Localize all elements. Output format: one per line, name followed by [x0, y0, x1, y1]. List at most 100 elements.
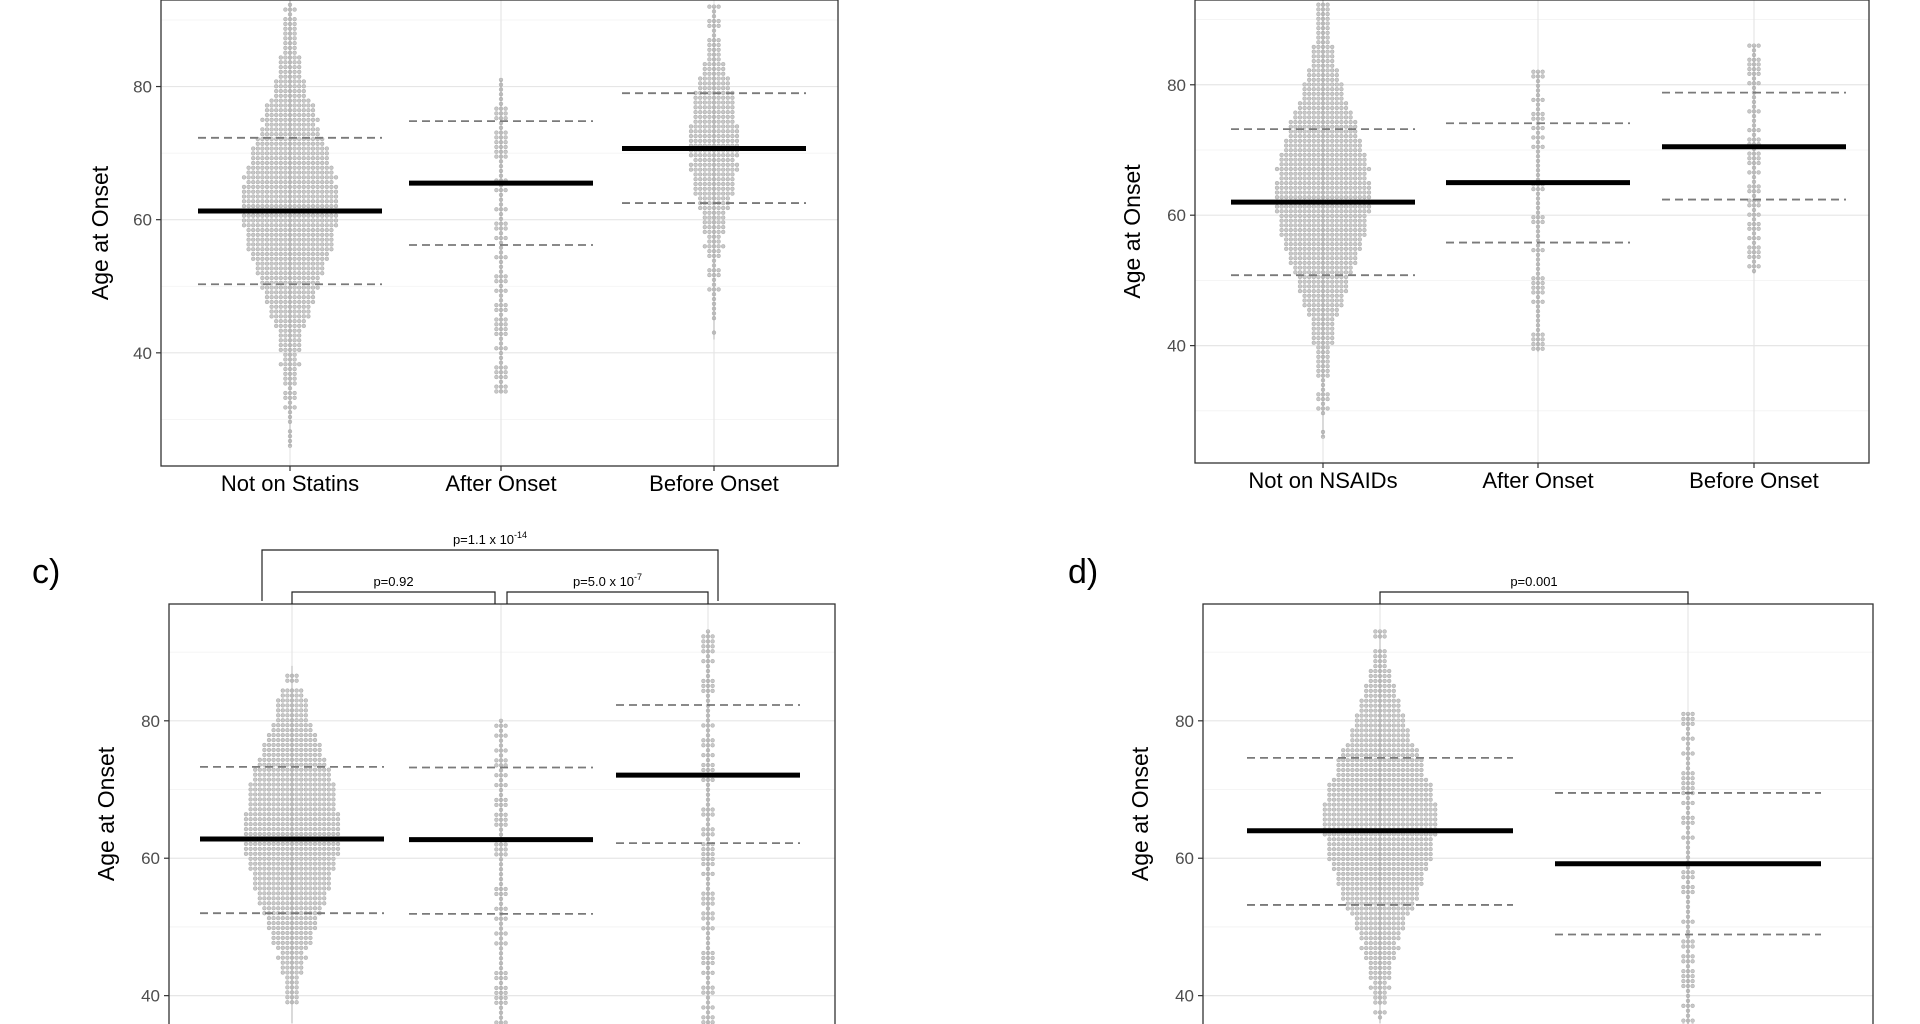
data-point — [264, 266, 270, 271]
data-point — [1316, 237, 1321, 242]
data-point — [1297, 143, 1303, 148]
data-point — [1311, 256, 1316, 261]
data-point — [1364, 708, 1369, 713]
data-point — [278, 175, 283, 180]
data-point — [1325, 340, 1330, 345]
data-point — [1690, 771, 1695, 776]
data-point — [322, 886, 327, 891]
data-point — [306, 314, 311, 319]
data-point — [1350, 842, 1355, 847]
data-point — [1373, 703, 1378, 708]
data-point — [274, 256, 279, 261]
data-point — [326, 777, 331, 782]
data-point — [494, 941, 499, 946]
data-point — [1302, 176, 1307, 181]
data-point — [292, 88, 297, 94]
data-point — [1293, 204, 1298, 209]
data-point — [1316, 35, 1321, 40]
data-point — [278, 251, 283, 257]
data-point — [248, 821, 253, 827]
data-point — [278, 122, 283, 127]
data-point — [1350, 851, 1355, 857]
data-point — [308, 861, 313, 866]
data-point — [701, 990, 706, 995]
data-point — [294, 935, 299, 941]
data-point — [1297, 101, 1303, 106]
data-point — [306, 184, 311, 190]
data-point — [494, 374, 499, 380]
data-point — [701, 955, 706, 961]
data-point — [1311, 303, 1316, 308]
data-point — [310, 117, 316, 122]
data-point — [278, 285, 283, 290]
data-point — [255, 170, 260, 175]
data-point — [264, 179, 270, 185]
data-point — [1382, 945, 1387, 951]
data-point — [1368, 856, 1373, 862]
data-point — [241, 218, 247, 223]
data-point — [1391, 931, 1396, 936]
data-point — [1316, 143, 1321, 148]
data-point — [1327, 802, 1332, 807]
data-point — [1325, 209, 1330, 214]
data-point — [292, 151, 297, 156]
data-point — [1364, 837, 1369, 842]
data-point — [278, 79, 283, 84]
data-point — [299, 782, 304, 787]
data-point — [276, 787, 281, 792]
data-point — [297, 323, 302, 329]
data-point — [1339, 115, 1344, 120]
data-point — [1311, 284, 1316, 289]
data-point — [257, 871, 262, 876]
data-point — [1350, 787, 1355, 792]
data-point — [1391, 871, 1396, 877]
data-point — [1373, 797, 1378, 802]
data-point — [310, 285, 316, 290]
data-point — [1414, 777, 1419, 783]
data-point — [269, 218, 274, 223]
data-point — [248, 831, 253, 837]
data-point — [1339, 96, 1344, 101]
data-point — [1433, 812, 1438, 817]
data-point — [264, 194, 270, 199]
data-point — [299, 846, 304, 852]
data-point — [1297, 227, 1303, 233]
data-point — [269, 290, 274, 295]
data-point — [1345, 891, 1350, 896]
data-point — [303, 930, 308, 936]
data-point — [1330, 190, 1335, 195]
data-point — [1364, 861, 1369, 867]
data-point — [269, 271, 274, 276]
data-point — [1364, 896, 1369, 901]
data-point — [1348, 223, 1353, 228]
data-point — [1391, 787, 1396, 792]
data-point — [1327, 822, 1332, 827]
data-point — [280, 698, 285, 703]
data-point — [503, 985, 508, 991]
data-point — [716, 124, 721, 129]
data-point — [264, 275, 270, 281]
data-point — [266, 732, 272, 738]
data-point — [306, 194, 311, 199]
data-point — [246, 199, 251, 204]
data-point — [283, 261, 288, 266]
data-point — [283, 55, 288, 60]
data-point — [271, 742, 276, 748]
data-point — [297, 256, 302, 261]
data-point — [271, 866, 276, 871]
data-point — [1359, 911, 1364, 916]
data-point — [503, 970, 508, 976]
data-point — [297, 122, 302, 127]
data-point — [303, 896, 308, 901]
data-point — [1330, 157, 1335, 162]
data-point — [721, 153, 726, 158]
data-point — [322, 846, 327, 852]
data-point — [294, 930, 299, 936]
data-point — [303, 807, 308, 812]
data-point — [315, 141, 320, 146]
data-point — [269, 213, 274, 218]
data-point — [1325, 284, 1330, 289]
data-point — [292, 7, 297, 12]
data-point — [494, 822, 499, 827]
data-point — [1364, 797, 1369, 802]
